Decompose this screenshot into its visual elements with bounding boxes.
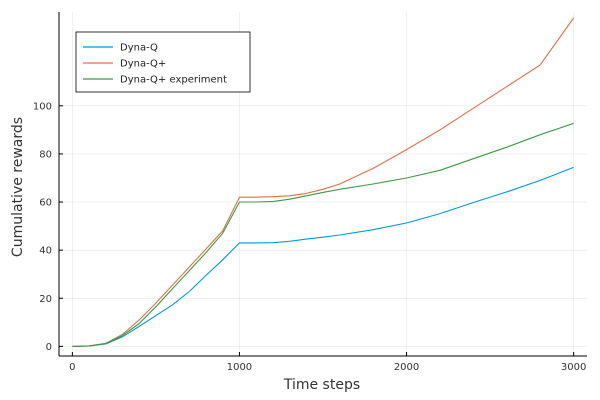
series-layer bbox=[72, 17, 575, 347]
legend-entry-label: Dyna-Q+ bbox=[120, 59, 166, 70]
series-line-1 bbox=[72, 166, 574, 347]
y-axis-label: Cumulative rewards bbox=[10, 117, 26, 257]
y-tick-label: 40 bbox=[39, 246, 52, 257]
y-tick-label: 100 bbox=[33, 101, 52, 112]
x-tick-label: 3000 bbox=[561, 362, 586, 373]
x-tick-label: 2000 bbox=[394, 362, 419, 373]
legend-entry-label: Dyna-Q bbox=[120, 43, 158, 54]
legend-box bbox=[75, 31, 251, 93]
y-tick-label: 20 bbox=[39, 294, 52, 305]
legend-entry-label: Dyna-Q+ experiment bbox=[120, 75, 227, 86]
y-tick-label: 0 bbox=[46, 342, 52, 353]
x-tick-label: 0 bbox=[69, 362, 75, 373]
x-tick-label: 1000 bbox=[227, 362, 252, 373]
series-line-3 bbox=[72, 122, 574, 347]
series-line-2 bbox=[72, 17, 575, 347]
ticks-layer: 0 1000 2000 3000 0 20 40 60 80 100 bbox=[33, 101, 586, 373]
y-tick-label: 60 bbox=[39, 198, 52, 209]
legend: Dyna-Q Dyna-Q+ Dyna-Q+ experiment bbox=[75, 31, 251, 93]
y-tick-label: 80 bbox=[39, 149, 52, 160]
x-axis-label: Time steps bbox=[283, 377, 360, 393]
